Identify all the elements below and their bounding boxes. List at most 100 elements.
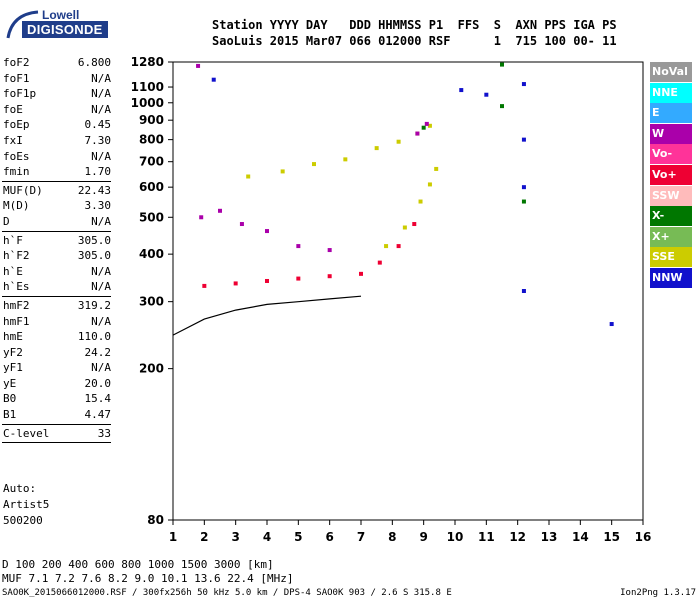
param-value: 319.2: [77, 298, 111, 312]
legend-item: W: [650, 123, 692, 144]
D-value: 100: [15, 558, 36, 571]
param-value: N/A: [91, 87, 111, 101]
legend-item: Vo-: [650, 144, 692, 165]
param-row: M(D) 3.30: [2, 198, 111, 214]
legend-item: NoVal: [650, 62, 692, 82]
data-point: [427, 182, 432, 187]
param-row: h`Es N/A: [2, 279, 111, 295]
param-value: N/A: [91, 280, 111, 294]
data-point: [521, 289, 526, 293]
y-tick-label: 1100: [131, 80, 164, 94]
data-point: [396, 244, 401, 249]
header-line-1: Station YYYY DAY DDD HHMMSS P1 FFS S AXN…: [212, 18, 617, 32]
x-tick-label: 14: [572, 530, 589, 544]
param-row: fmin 1.70: [2, 164, 111, 180]
y-tick-label: 400: [139, 247, 164, 261]
MUF-value: 7.1: [28, 572, 49, 585]
legend-item: Vo+: [650, 164, 692, 185]
data-point: [500, 62, 504, 67]
param-value: 24.2: [84, 345, 112, 359]
y-tick-label: 300: [139, 295, 164, 309]
param-value: 0.45: [84, 118, 112, 132]
logo-text-top: Lowell: [42, 8, 80, 22]
data-point: [402, 225, 407, 230]
data-point: [396, 139, 401, 144]
MUF-value: 7.6: [81, 572, 102, 585]
data-point: [280, 169, 285, 174]
y-tick-label: 1000: [131, 96, 164, 110]
auto-scaling-info: Auto: Artist5 500200: [3, 481, 49, 529]
x-tick-label: 12: [509, 530, 526, 544]
version-label: Ion2Png 1.3.17: [620, 588, 696, 598]
y-tick-label: 200: [139, 362, 164, 376]
MUF-value: 22.4: [227, 572, 254, 585]
param-row: foE N/A: [2, 102, 111, 118]
param-name: h`F: [3, 233, 23, 247]
data-point: [415, 131, 420, 136]
param-row: hmE 110.0: [2, 329, 111, 345]
data-point: [500, 104, 504, 109]
param-row: foF2 6.800: [2, 55, 111, 71]
auto-artist: Artist5: [3, 498, 50, 511]
data-point: [434, 166, 439, 171]
param-name: M(D): [3, 199, 30, 213]
param-name: hmF2: [3, 298, 30, 312]
legend-item: NNE: [650, 82, 692, 103]
param-row: B1 4.47: [2, 407, 111, 423]
param-row: yE 20.0: [2, 376, 111, 392]
D-value: 1000: [147, 558, 175, 571]
param-name: h`E: [3, 264, 23, 278]
MUF-value: 13.6: [194, 572, 221, 585]
D-value: 3000: [214, 558, 241, 571]
muf-row: MUF 7.1 7.2 7.6 8.2 9.0 10.1 13.6 22.4 […: [2, 572, 294, 585]
D-value: 200: [41, 558, 62, 571]
digisonde-logo: Lowell DIGISONDE: [4, 8, 154, 42]
data-point: [521, 137, 526, 142]
x-tick-label: 15: [603, 530, 620, 544]
legend-item: E: [650, 103, 692, 124]
param-row: yF2 24.2: [2, 345, 111, 361]
x-tick-label: 11: [478, 530, 495, 544]
legend-item: SSW: [650, 185, 692, 206]
trace-line: [172, 295, 362, 336]
x-tick-label: 6: [325, 530, 333, 544]
x-tick-label: 3: [231, 530, 239, 544]
data-point: [343, 157, 348, 162]
param-name: MUF(D): [3, 183, 43, 197]
param-name: foF2: [3, 56, 30, 69]
param-name: B0: [3, 392, 17, 406]
D-value: 1500: [180, 558, 208, 571]
D-value: 600: [94, 558, 115, 571]
x-tick-label: 4: [263, 530, 271, 544]
data-point: [239, 222, 244, 227]
x-tick-label: 1: [169, 530, 177, 544]
y-tick-label: 700: [139, 155, 164, 169]
data-point: [202, 283, 207, 288]
param-separator: [2, 230, 111, 232]
param-row: fxI 7.30: [2, 133, 111, 149]
param-name: yE: [3, 376, 17, 390]
param-name: foE: [3, 102, 23, 116]
data-point: [265, 278, 269, 283]
param-separator: [2, 423, 111, 425]
param-name: foF1p: [3, 87, 37, 101]
param-value: 33: [97, 426, 111, 440]
y-tick-label: 800: [139, 133, 164, 147]
data-point: [359, 271, 363, 276]
param-name: fxI: [3, 133, 23, 147]
param-row: yF1 N/A: [2, 360, 111, 376]
param-value: 7.30: [84, 133, 112, 147]
data-point: [521, 199, 526, 204]
data-point: [459, 88, 464, 93]
param-value: 6.800: [77, 56, 111, 69]
data-point: [484, 92, 489, 97]
y-tick-label: 600: [139, 180, 164, 194]
param-value: N/A: [91, 314, 111, 328]
data-point: [374, 146, 379, 151]
param-name: hmF1: [3, 314, 30, 328]
data-point: [296, 244, 301, 249]
x-tick-label: 2: [200, 530, 208, 544]
param-value: N/A: [91, 102, 111, 116]
param-value: N/A: [91, 361, 111, 375]
legend-item: X+: [650, 226, 692, 247]
